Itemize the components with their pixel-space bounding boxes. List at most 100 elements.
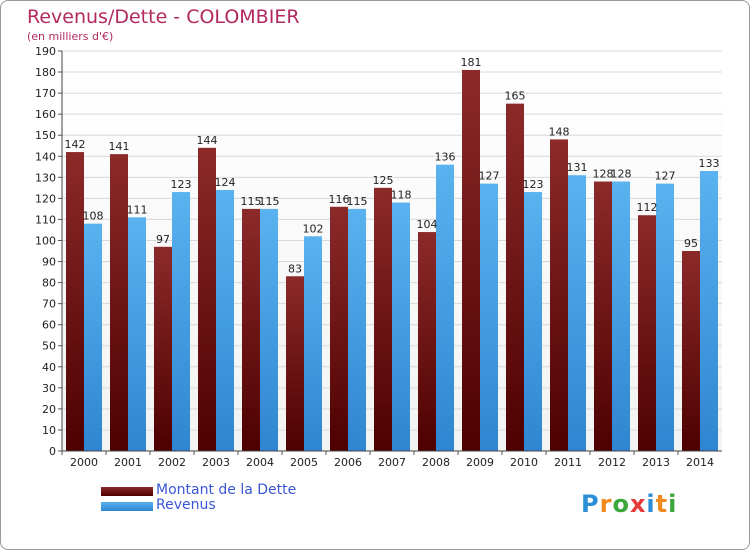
y-tick-label: 0 xyxy=(49,445,56,458)
labels-group: 0 10 20 30 40 50 60 70 80 90 100 110 120 130 140 150 160… xyxy=(35,45,720,469)
logo-letter: i xyxy=(646,490,656,518)
bar-revenue xyxy=(436,164,454,451)
y-tick-label: 150 xyxy=(35,129,56,142)
bar-revenue xyxy=(260,208,278,451)
data-label: 115 xyxy=(241,195,262,208)
data-label: 95 xyxy=(684,237,698,250)
y-tick-label: 130 xyxy=(35,171,56,184)
bar-debt xyxy=(110,154,128,451)
x-tick-label: 2006 xyxy=(334,456,362,469)
x-tick-label: 2008 xyxy=(422,456,450,469)
bar-debt xyxy=(506,103,524,451)
y-tick-label: 10 xyxy=(42,424,56,437)
x-tick-label: 2004 xyxy=(246,456,274,469)
x-tick-label: 2001 xyxy=(114,456,142,469)
logo-letter: i xyxy=(668,490,678,518)
x-tick-label: 2005 xyxy=(290,456,318,469)
bar-revenue xyxy=(84,223,102,451)
y-tick-label: 40 xyxy=(42,361,56,374)
logo-letter: t xyxy=(655,490,669,518)
data-label: 104 xyxy=(417,218,438,231)
legend-label-revenue: Revenus xyxy=(156,497,216,513)
bar-revenue xyxy=(128,217,146,451)
data-label: 144 xyxy=(197,134,218,147)
y-tick-label: 60 xyxy=(42,319,56,332)
data-label: 127 xyxy=(655,170,676,183)
y-tick-label: 50 xyxy=(42,340,56,353)
chart-subtitle: (en milliers d'€) xyxy=(27,30,114,43)
y-tick-label: 110 xyxy=(35,213,56,226)
x-tick-label: 2012 xyxy=(598,456,626,469)
y-tick-label: 140 xyxy=(35,150,56,163)
data-label: 128 xyxy=(611,168,632,181)
data-label: 97 xyxy=(156,233,170,246)
bar-revenue xyxy=(612,181,630,452)
data-label: 127 xyxy=(479,170,500,183)
bars-group xyxy=(66,69,718,452)
data-label: 108 xyxy=(83,210,104,223)
bar-debt xyxy=(374,187,392,451)
bar-revenue xyxy=(348,208,366,451)
bar-revenue xyxy=(656,183,674,451)
logo-letter: o xyxy=(612,490,630,518)
data-label: 124 xyxy=(215,176,236,189)
legend-swatch-revenue xyxy=(101,502,153,511)
chart-title: Revenus/Dette - COLOMBIER xyxy=(27,6,300,28)
data-label: 181 xyxy=(461,56,482,69)
data-label: 133 xyxy=(699,157,720,170)
bar-debt xyxy=(638,215,656,451)
x-tick-label: 2000 xyxy=(70,456,98,469)
y-tick-label: 180 xyxy=(35,66,56,79)
legend-swatch-debt xyxy=(101,487,153,496)
y-tick-label: 160 xyxy=(35,108,56,121)
y-tick-label: 170 xyxy=(35,87,56,100)
data-label: 115 xyxy=(347,195,368,208)
data-label: 102 xyxy=(303,222,324,235)
x-tick-label: 2010 xyxy=(510,456,538,469)
x-tick-label: 2014 xyxy=(686,456,714,469)
data-label: 115 xyxy=(259,195,280,208)
bar-revenue xyxy=(480,183,498,451)
bar-revenue xyxy=(392,202,410,451)
bar-revenue xyxy=(524,192,542,452)
bar-debt xyxy=(286,276,304,451)
data-label: 136 xyxy=(435,151,456,164)
bar-debt xyxy=(154,246,172,451)
y-tick-label: 120 xyxy=(35,192,56,205)
data-label: 141 xyxy=(109,140,130,153)
y-tick-label: 30 xyxy=(42,382,56,395)
x-tick-label: 2013 xyxy=(642,456,670,469)
data-label: 148 xyxy=(549,125,570,138)
bar-revenue xyxy=(304,236,322,451)
data-label: 142 xyxy=(65,138,86,151)
axes xyxy=(61,51,722,452)
data-label: 83 xyxy=(288,262,302,275)
legend-label-debt: Montant de la Dette xyxy=(156,482,297,498)
y-tick-label: 90 xyxy=(42,256,56,269)
x-tick-label: 2011 xyxy=(554,456,582,469)
y-tick-label: 190 xyxy=(35,45,56,58)
y-tick-label: 20 xyxy=(42,403,56,416)
data-label: 128 xyxy=(593,168,614,181)
bar-debt xyxy=(418,232,436,451)
logo-letter: r xyxy=(599,490,613,518)
data-label: 118 xyxy=(391,189,412,202)
bar-revenue xyxy=(172,192,190,452)
x-tick-label: 2009 xyxy=(466,456,494,469)
bar-debt xyxy=(330,206,348,451)
data-label: 131 xyxy=(567,161,588,174)
bar-revenue xyxy=(216,189,234,451)
bar-debt xyxy=(682,251,700,451)
data-label: 123 xyxy=(523,178,544,191)
x-tick-label: 2007 xyxy=(378,456,406,469)
bar-debt xyxy=(462,69,480,452)
data-label: 125 xyxy=(373,174,394,187)
data-label: 111 xyxy=(127,203,148,216)
logo-letter: P xyxy=(581,490,600,518)
bar-debt xyxy=(550,139,568,451)
bar-debt xyxy=(242,208,260,451)
y-tick-label: 70 xyxy=(42,298,56,311)
x-tick-label: 2002 xyxy=(158,456,186,469)
x-tick-label: 2003 xyxy=(202,456,230,469)
